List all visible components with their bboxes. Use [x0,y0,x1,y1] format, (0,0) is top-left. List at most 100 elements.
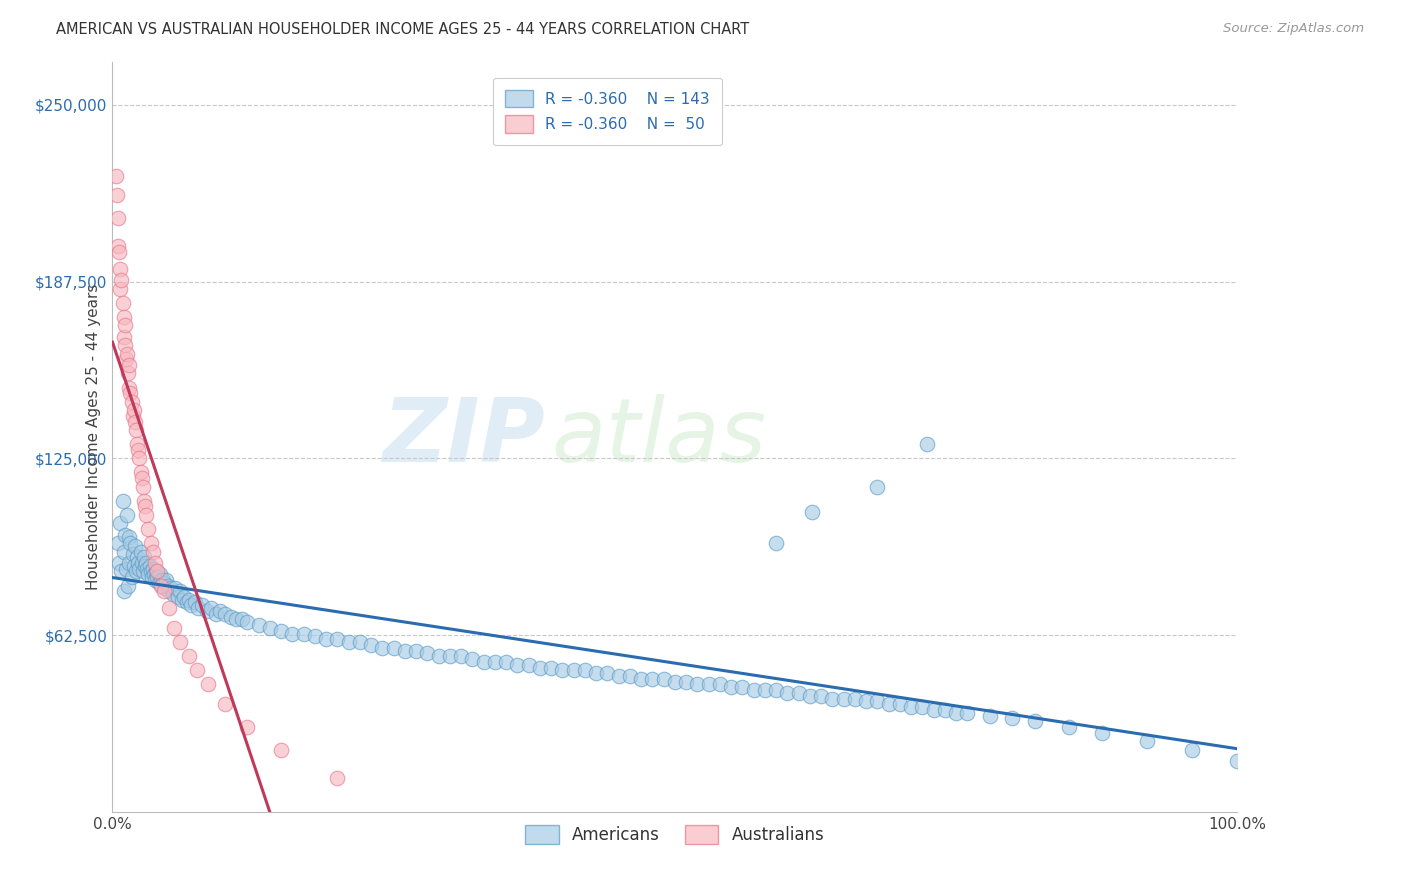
Point [132,550,155,565]
Point [247,618,270,632]
Point [1181,742,1204,756]
Point [117,578,139,592]
Point [900,700,922,714]
Point [118,381,141,395]
Point [148,575,170,590]
Point [152,573,174,587]
Point [110,565,132,579]
Point [551,664,574,678]
Point [180,599,202,613]
Point [562,664,585,678]
Point [142,561,165,575]
Point [799,689,821,703]
Point [155,573,177,587]
Point [139,565,162,579]
Point [131,471,153,485]
Point [149,573,172,587]
Point [143,573,166,587]
Point [128,561,150,575]
Point [720,681,742,695]
Point [155,582,177,596]
Point [121,570,143,584]
Point [214,607,236,621]
Point [844,691,866,706]
Point [114,318,136,333]
Point [214,698,236,712]
Y-axis label: Householder Income Ages 25 - 44 years: Householder Income Ages 25 - 44 years [86,284,101,591]
Point [191,599,214,613]
Point [108,244,131,259]
Point [173,590,195,604]
Point [128,451,150,466]
Point [517,657,540,672]
Point [153,584,176,599]
Point [160,582,183,596]
Point [183,595,205,609]
Point [821,691,844,706]
Point [186,664,208,678]
Point [110,273,132,287]
Point [107,239,129,253]
Text: ZIP: ZIP [382,393,546,481]
Point [195,604,218,618]
Point [169,635,191,649]
Point [121,548,143,562]
Point [121,394,143,409]
Point [143,556,166,570]
Point [776,686,799,700]
Point [619,669,641,683]
Point [281,626,304,640]
Point [225,612,247,626]
Point [115,346,138,360]
Point [166,590,188,604]
Point [427,649,450,664]
Point [1091,725,1114,739]
Point [205,607,228,621]
Point [915,437,938,451]
Point [145,565,167,579]
Point [236,615,259,630]
Point [197,677,219,691]
Point [112,310,135,324]
Point [176,595,198,609]
Point [138,558,160,573]
Point [177,649,200,664]
Point [304,629,326,643]
Point [979,708,1001,723]
Point [107,536,129,550]
Point [141,570,163,584]
Point [139,536,162,550]
Point [461,652,484,666]
Point [889,698,911,712]
Point [1001,711,1024,725]
Point [934,703,956,717]
Point [142,544,165,558]
Point [641,672,664,686]
Point [118,358,141,372]
Point [596,666,619,681]
Point [138,567,160,582]
Point [129,544,152,558]
Point [136,561,159,575]
Point [810,689,832,703]
Point [115,508,138,522]
Point [484,655,506,669]
Point [506,657,529,672]
Point [675,674,697,689]
Point [104,169,127,183]
Point [111,295,134,310]
Point [114,338,136,352]
Point [337,635,360,649]
Point [129,466,152,480]
Text: Source: ZipAtlas.com: Source: ZipAtlas.com [1223,22,1364,36]
Point [200,601,222,615]
Point [209,604,232,618]
Point [121,409,143,423]
Point [157,601,180,615]
Point [219,609,242,624]
Point [112,329,135,343]
Point [1024,714,1046,729]
Point [118,531,141,545]
Point [607,669,630,683]
Point [115,561,138,575]
